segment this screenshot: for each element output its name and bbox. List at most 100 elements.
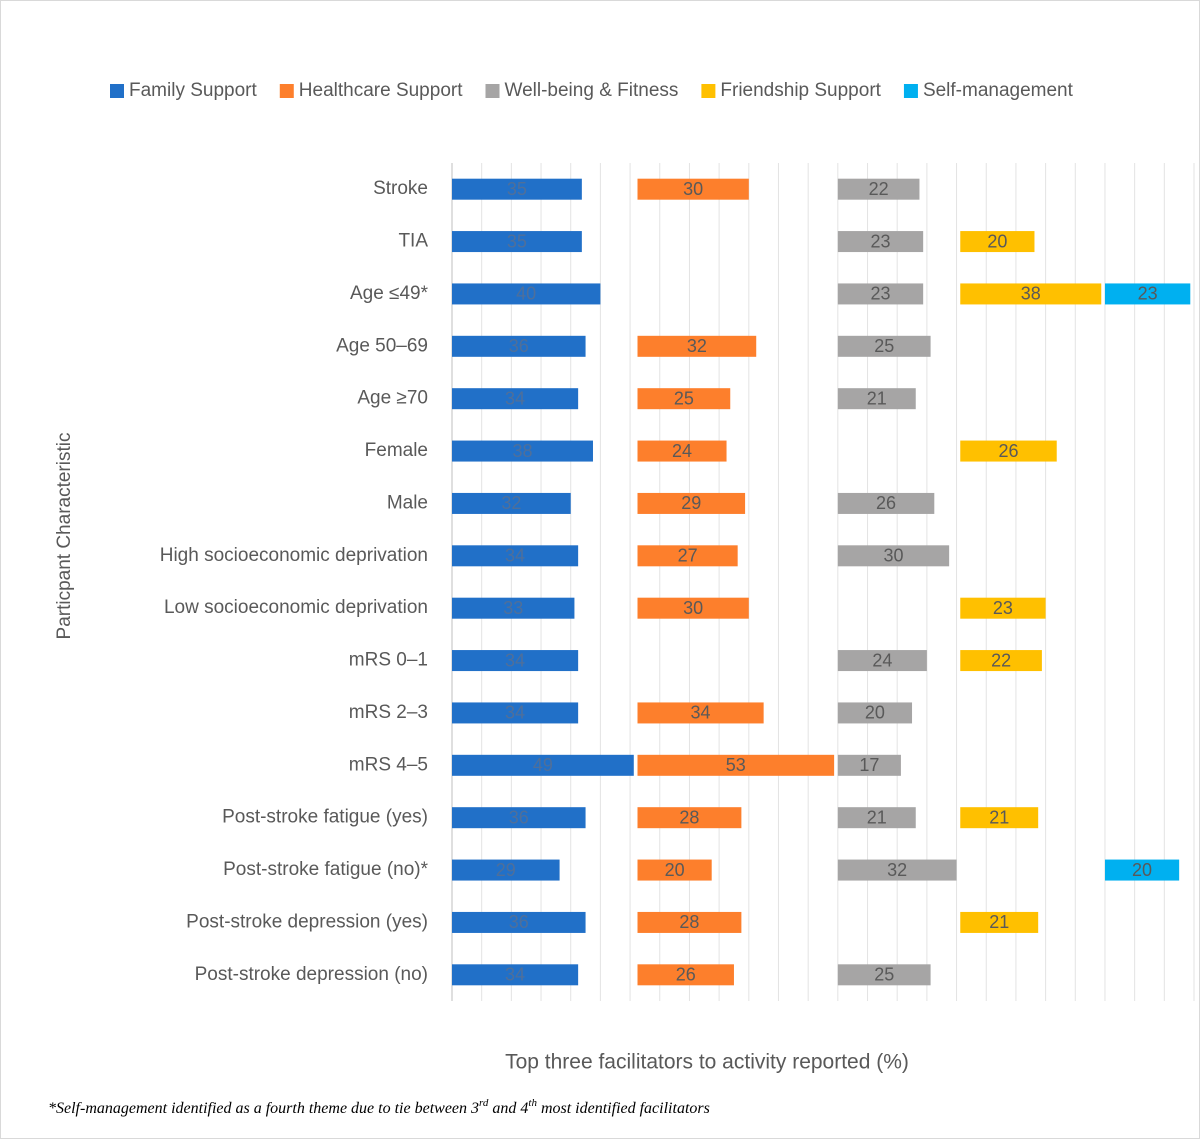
y-tick-label: Post-stroke fatigue (no)*	[223, 859, 428, 880]
data-label: 36	[509, 912, 529, 932]
bar	[452, 859, 560, 881]
data-label: 38	[512, 441, 532, 461]
data-label: 29	[681, 493, 701, 513]
data-label: 23	[870, 231, 890, 251]
data-label: 20	[865, 703, 885, 723]
legend-label: Self-management	[923, 80, 1074, 101]
legend-swatch	[903, 84, 918, 98]
bar	[452, 807, 586, 829]
legend-label: Friendship Support	[720, 80, 881, 101]
bar	[637, 911, 742, 933]
bar	[960, 231, 1035, 253]
legend-label: Healthcare Support	[299, 80, 463, 101]
bar	[960, 597, 1046, 619]
data-label: 28	[679, 912, 699, 932]
bar	[637, 964, 734, 986]
bar	[837, 702, 913, 724]
data-label: 22	[869, 179, 889, 199]
bar	[637, 859, 712, 881]
y-tick-label: Post-stroke fatigue (yes)	[222, 807, 428, 828]
bar	[837, 492, 935, 514]
bar	[637, 335, 757, 357]
bar	[637, 388, 731, 410]
data-label: 20	[987, 231, 1007, 251]
data-label: 21	[867, 388, 887, 408]
bar	[637, 807, 742, 829]
y-tick-label: Age 50–69	[336, 335, 428, 356]
bar	[452, 440, 593, 462]
bar	[452, 335, 586, 357]
data-label: 29	[496, 860, 516, 880]
bar	[452, 650, 579, 672]
legend-swatch	[279, 84, 294, 98]
data-label: 24	[872, 650, 892, 670]
data-label: 32	[887, 860, 907, 880]
bar	[837, 754, 901, 776]
bar	[837, 545, 950, 567]
bar	[837, 964, 931, 986]
bar	[452, 388, 579, 410]
data-label: 26	[998, 441, 1018, 461]
data-label: 30	[683, 598, 703, 618]
legend-label: Well-being & Fitness	[505, 80, 679, 101]
y-tick-label: Female	[365, 440, 428, 461]
bar	[452, 702, 579, 724]
y-tick-label: TIA	[398, 231, 428, 252]
y-axis-title: Particpant Characteristic	[54, 433, 75, 640]
y-tick-label: Low socioeconomic deprivation	[164, 597, 428, 618]
bar	[960, 911, 1039, 933]
bar	[1104, 283, 1191, 305]
bar	[452, 911, 586, 933]
data-label: 30	[883, 546, 903, 566]
data-label: 26	[676, 965, 696, 985]
y-tick-label: Stroke	[373, 178, 428, 199]
bar	[452, 231, 582, 253]
data-label: 24	[672, 441, 692, 461]
y-tick-label: mRS 2–3	[349, 702, 428, 723]
y-tick-label: Post-stroke depression (no)	[195, 964, 428, 985]
bar	[837, 231, 924, 253]
data-label: 34	[505, 650, 525, 670]
data-label: 21	[989, 912, 1009, 932]
data-label: 20	[665, 860, 685, 880]
bar	[837, 807, 916, 829]
bar	[960, 650, 1042, 672]
data-label: 49	[533, 755, 553, 775]
legend-swatch	[485, 84, 500, 98]
bar	[452, 283, 601, 305]
data-label: 36	[509, 807, 529, 827]
data-label: 22	[991, 650, 1011, 670]
bar	[637, 597, 749, 619]
bar	[452, 178, 582, 200]
data-label: 21	[867, 807, 887, 827]
data-label: 40	[516, 284, 536, 304]
data-label: 38	[1021, 284, 1041, 304]
data-label: 25	[874, 965, 894, 985]
data-label: 27	[678, 546, 698, 566]
bar	[452, 545, 579, 567]
y-tick-label: Age ≥70	[357, 388, 428, 409]
data-label: 17	[859, 755, 879, 775]
data-label: 34	[505, 388, 525, 408]
bar	[452, 964, 579, 986]
data-label: 35	[507, 231, 527, 251]
bar	[837, 283, 924, 305]
data-label: 36	[509, 336, 529, 356]
data-label: 28	[679, 807, 699, 827]
bar	[637, 440, 727, 462]
bar	[1104, 859, 1180, 881]
data-label: 26	[876, 493, 896, 513]
legend-label: Family Support	[129, 80, 257, 101]
data-label: 30	[683, 179, 703, 199]
bar	[637, 178, 749, 200]
data-label: 25	[674, 388, 694, 408]
y-tick-label: Post-stroke depression (yes)	[186, 911, 428, 932]
data-label: 23	[1138, 284, 1158, 304]
y-tick-label: High socioeconomic deprivation	[160, 545, 428, 566]
legend-swatch	[110, 84, 124, 98]
data-label: 34	[505, 965, 525, 985]
bar	[837, 859, 957, 881]
y-tick-label: mRS 4–5	[349, 754, 428, 775]
bar	[637, 492, 746, 514]
